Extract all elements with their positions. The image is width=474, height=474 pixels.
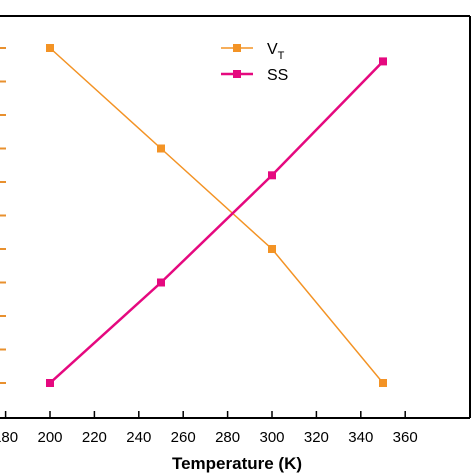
x-tick-label: 180 bbox=[0, 429, 18, 446]
x-tick-label: 360 bbox=[393, 429, 418, 446]
legend-swatch-marker bbox=[233, 70, 241, 78]
series-vt bbox=[46, 44, 387, 387]
legend-label: VT bbox=[267, 41, 285, 62]
data-point bbox=[379, 57, 387, 66]
plot-frame bbox=[0, 15, 471, 419]
series-line bbox=[49, 60, 384, 384]
x-tick-label: 340 bbox=[348, 429, 373, 446]
legend: VT SS bbox=[221, 41, 288, 84]
data-point bbox=[268, 245, 276, 253]
x-tick-label: 300 bbox=[259, 429, 284, 446]
x-tick-label: 320 bbox=[304, 429, 329, 446]
data-point bbox=[46, 44, 54, 52]
x-tick-label: 200 bbox=[37, 429, 62, 446]
series-line bbox=[49, 47, 384, 384]
legend-item: SS bbox=[221, 67, 288, 84]
data-point bbox=[157, 278, 165, 287]
x-tick-label: 240 bbox=[126, 429, 151, 446]
legend-swatch-marker bbox=[233, 44, 241, 52]
data-point bbox=[157, 144, 165, 153]
series-ss bbox=[46, 57, 387, 387]
axis-ticks: 180 200 220 240 260 280 300 320 340 360 bbox=[0, 47, 418, 446]
legend-item: VT bbox=[221, 41, 285, 62]
data-point bbox=[268, 171, 276, 180]
data-point bbox=[46, 379, 54, 387]
x-tick-label: 260 bbox=[171, 429, 196, 446]
data-point bbox=[379, 379, 387, 387]
x-tick-label: 220 bbox=[82, 429, 107, 446]
legend-label: SS bbox=[267, 67, 288, 84]
x-axis-title: Temperature (K) bbox=[172, 454, 302, 473]
series-layer bbox=[46, 44, 387, 387]
x-tick-label: 280 bbox=[215, 429, 240, 446]
